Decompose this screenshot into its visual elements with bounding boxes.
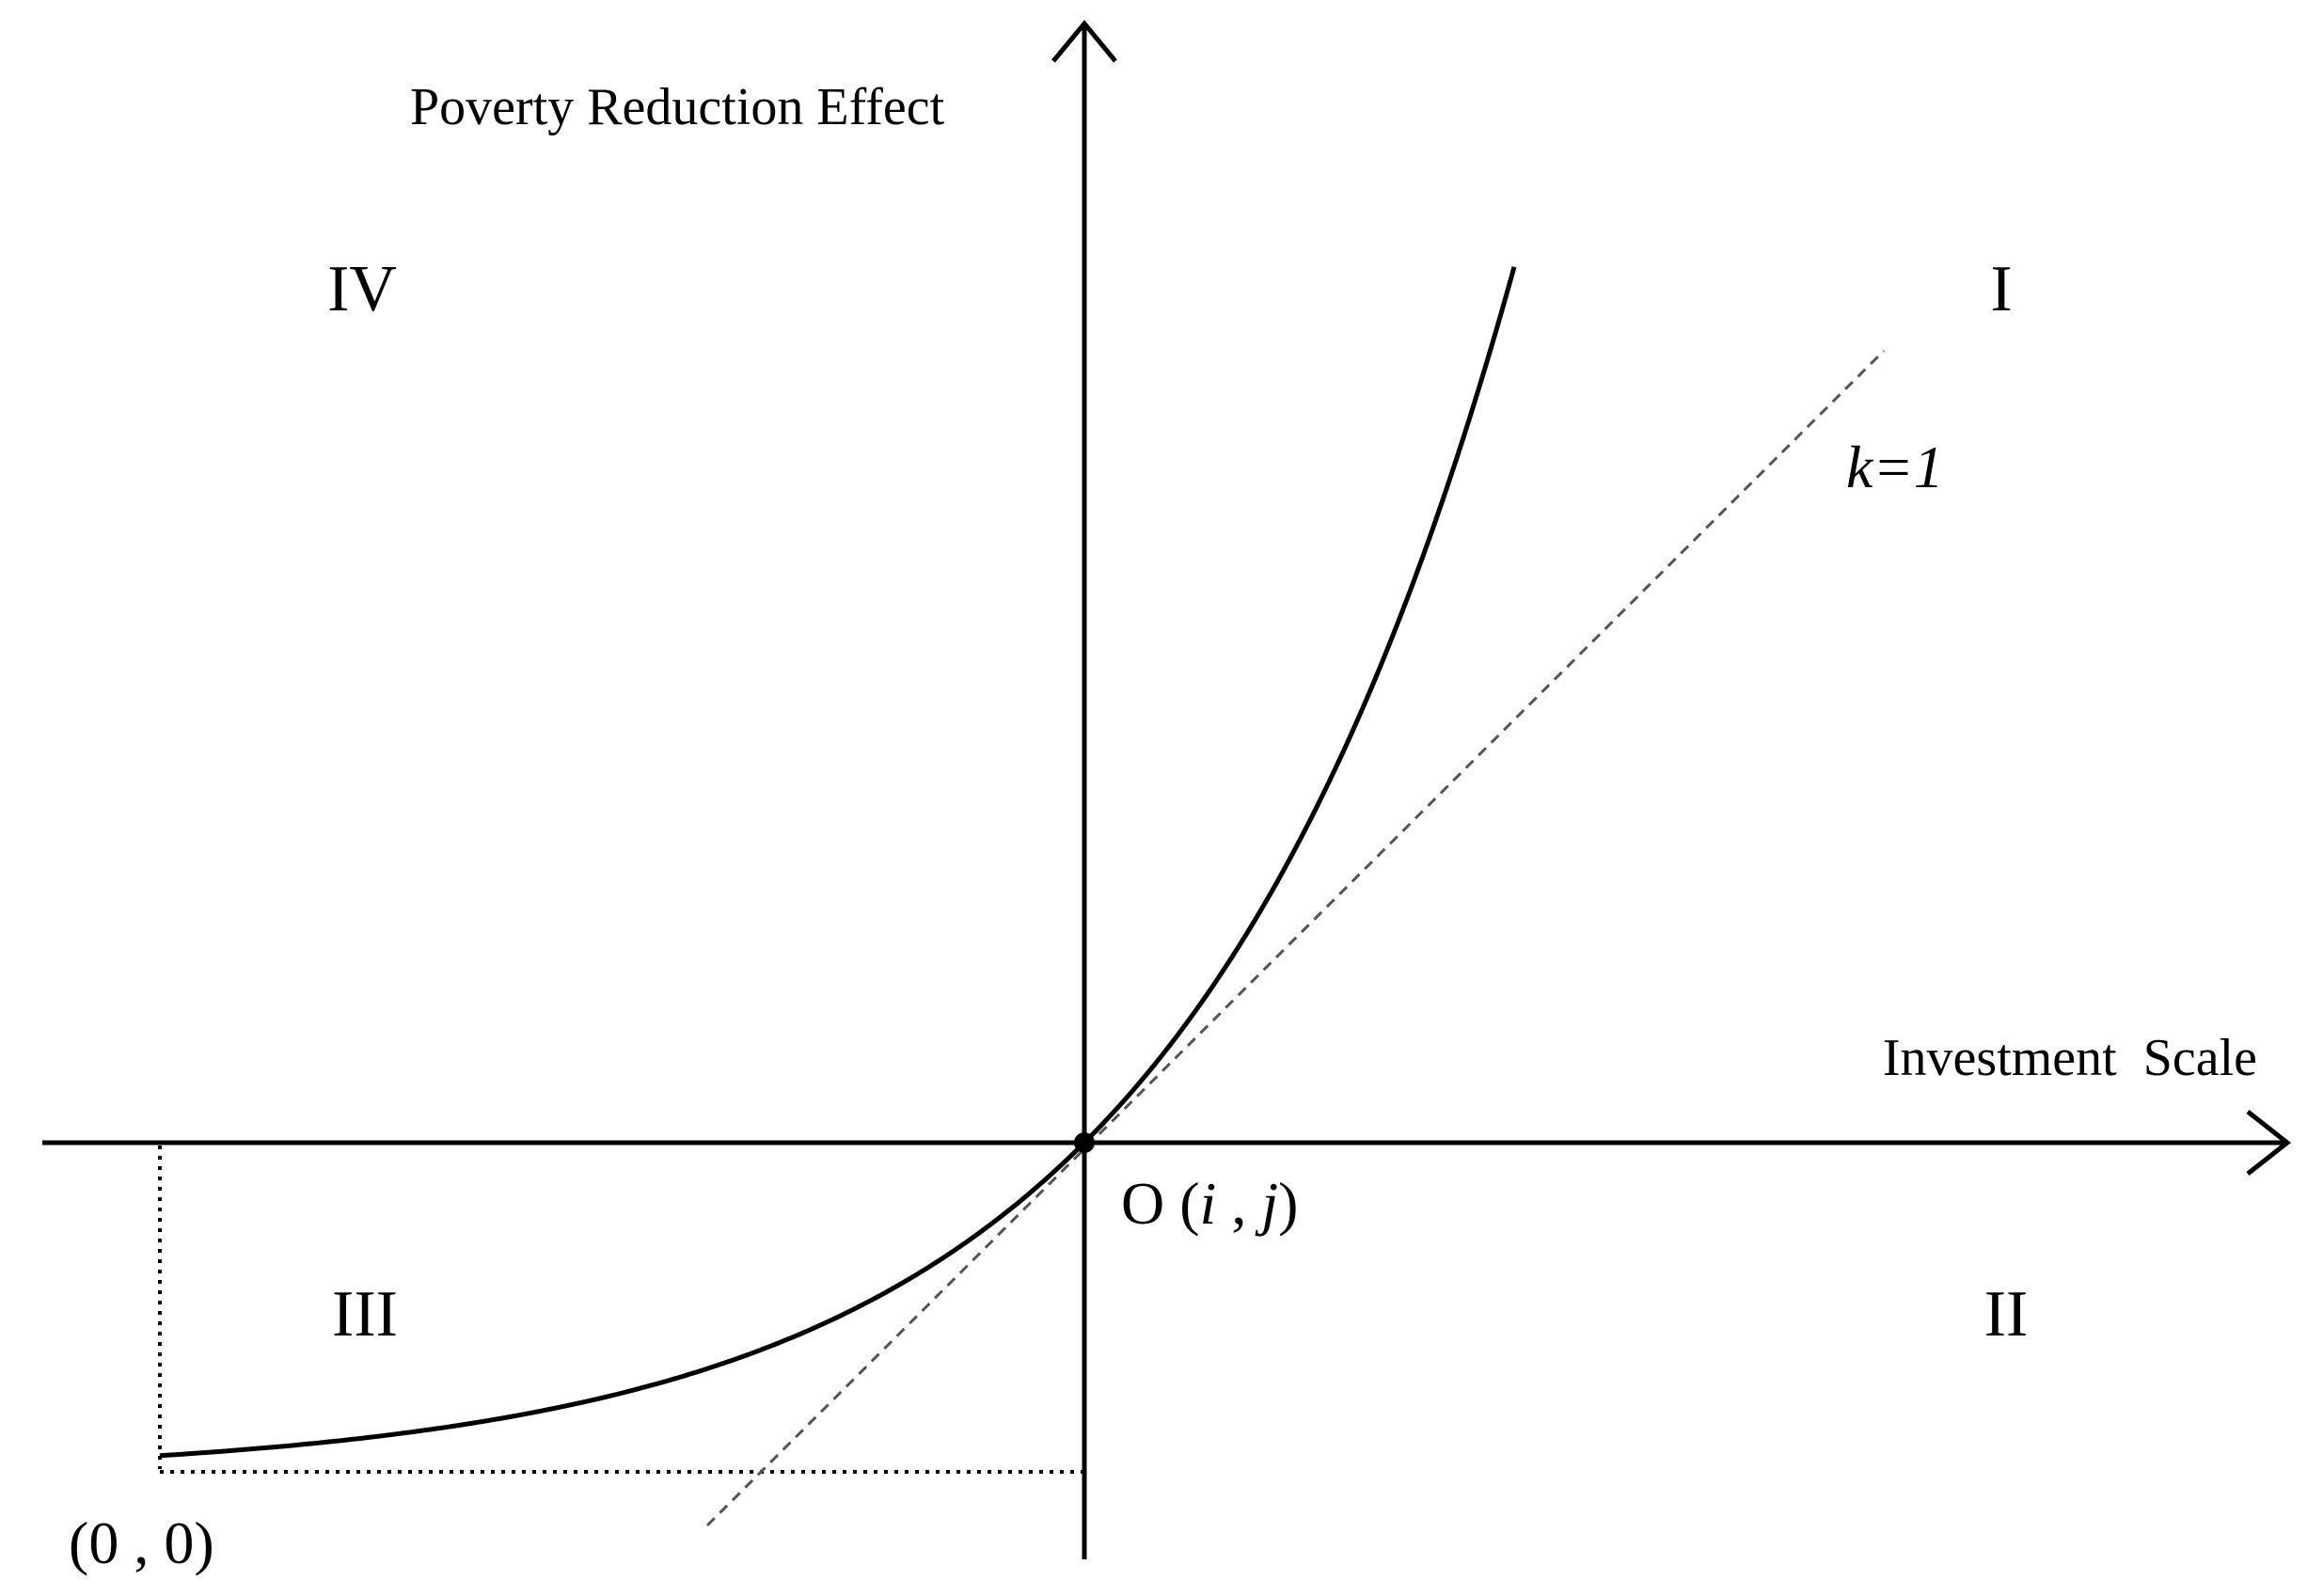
origin-label: O (i , j) bbox=[1121, 1170, 1298, 1237]
quadrant-ii-label: II bbox=[1984, 1278, 2029, 1351]
slope-label: k=1 bbox=[1846, 434, 1944, 500]
k1-dashed-line bbox=[705, 349, 1886, 1527]
quadrant-iii-label: III bbox=[332, 1278, 398, 1351]
x-axis-arrow bbox=[2246, 1110, 2292, 1176]
quadrant-iv-label: IV bbox=[327, 253, 397, 325]
corner-origin-label: (0 , 0) bbox=[69, 1509, 214, 1576]
y-axis-label: Poverty Reduction Effect bbox=[410, 78, 945, 136]
quadrant-i-label: I bbox=[1990, 253, 2012, 325]
y-axis-arrow bbox=[1051, 20, 1117, 63]
origin-point bbox=[1074, 1132, 1095, 1153]
effect-curve bbox=[159, 266, 1517, 1459]
x-axis-label: Investment Scale bbox=[1883, 1029, 2257, 1087]
